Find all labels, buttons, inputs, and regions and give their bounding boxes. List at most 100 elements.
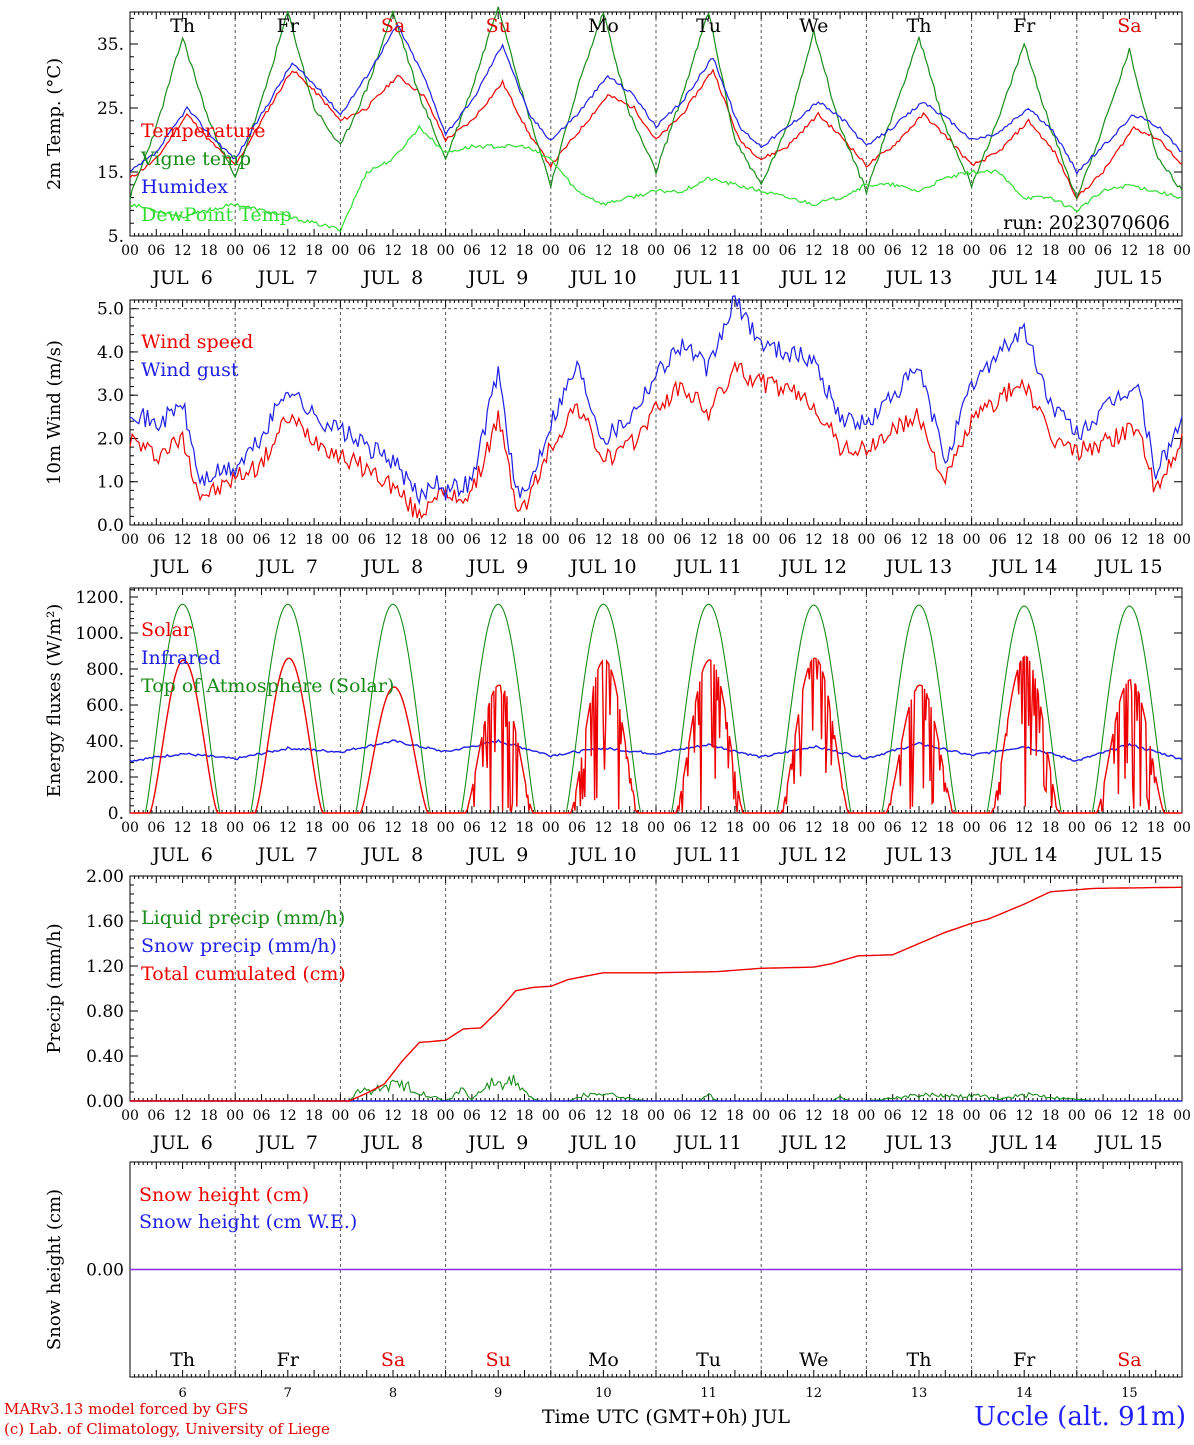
day-label: JUL 13 bbox=[884, 1132, 952, 1154]
legend-entry: Top of Atmosphere (Solar) bbox=[141, 675, 394, 697]
hour-tick-label: 18 bbox=[1147, 243, 1165, 259]
hour-tick-label: 18 bbox=[516, 532, 534, 548]
weekday-label: Th bbox=[907, 1349, 932, 1371]
hour-tick-label: 12 bbox=[910, 243, 928, 259]
y-tick-label: 0.80 bbox=[86, 1002, 124, 1022]
hour-tick-label: 06 bbox=[1094, 820, 1112, 836]
hour-tick-label: 06 bbox=[673, 1108, 691, 1124]
hour-tick-label: 18 bbox=[726, 532, 744, 548]
weekday-label: Fr bbox=[1013, 1349, 1036, 1371]
weekday-label: Mo bbox=[588, 15, 619, 37]
day-label: JUL 11 bbox=[673, 844, 741, 866]
hour-tick-label: 18 bbox=[1042, 1108, 1060, 1124]
hour-tick-label: 18 bbox=[621, 820, 639, 836]
day-number-label: 8 bbox=[389, 1386, 397, 1401]
hour-tick-label: 18 bbox=[516, 820, 534, 836]
hour-tick-label: 18 bbox=[305, 532, 323, 548]
y-tick-label: 35. bbox=[97, 35, 124, 55]
weekday-label: Su bbox=[486, 1349, 511, 1371]
hour-tick-label: 00 bbox=[1173, 532, 1191, 548]
hour-tick-label: 12 bbox=[700, 243, 718, 259]
hour-tick-label: 06 bbox=[358, 820, 376, 836]
legend-entry: Total cumulated (cm) bbox=[141, 963, 346, 985]
hour-tick-label: 00 bbox=[752, 820, 770, 836]
hour-tick-label: 06 bbox=[1094, 1108, 1112, 1124]
hour-tick-label: 18 bbox=[1042, 820, 1060, 836]
hour-tick-label: 18 bbox=[410, 532, 428, 548]
hour-tick-label: 12 bbox=[489, 1108, 507, 1124]
legend-entry: Snow height (cm) bbox=[139, 1184, 309, 1206]
hour-tick-label: 00 bbox=[963, 820, 981, 836]
hour-tick-label: 18 bbox=[410, 243, 428, 259]
hour-tick-label: 18 bbox=[936, 243, 954, 259]
day-label: JUL 8 bbox=[361, 556, 423, 578]
hour-tick-label: 00 bbox=[647, 1108, 665, 1124]
hour-tick-label: 18 bbox=[831, 820, 849, 836]
day-label: JUL 14 bbox=[989, 844, 1057, 866]
hour-tick-label: 00 bbox=[437, 1108, 455, 1124]
y-tick-label: 400. bbox=[86, 732, 124, 752]
panel-5: 0.00 Snow height (cm) Snow height (cm) Snow… bbox=[44, 1161, 1183, 1428]
hour-tick-label: 12 bbox=[910, 532, 928, 548]
run-label: run: 2023070606 bbox=[1003, 212, 1170, 234]
hour-tick-label: 06 bbox=[989, 1108, 1007, 1124]
hour-tick-label: 00 bbox=[226, 820, 244, 836]
hour-tick-label: 00 bbox=[1068, 820, 1086, 836]
day-label: JUL 14 bbox=[989, 267, 1057, 289]
hour-tick-label: 06 bbox=[884, 243, 902, 259]
hour-tick-label: 06 bbox=[779, 1108, 797, 1124]
y-axis-label: Snow height (cm) bbox=[44, 1189, 65, 1350]
hour-tick-label: 06 bbox=[463, 1108, 481, 1124]
y-tick-label: 0.00 bbox=[86, 1261, 124, 1281]
hour-tick-label: 06 bbox=[989, 532, 1007, 548]
hour-tick-label: 06 bbox=[989, 243, 1007, 259]
hour-tick-label: 18 bbox=[936, 820, 954, 836]
hour-tick-label: 00 bbox=[857, 532, 875, 548]
weekday-label: Sa bbox=[1117, 1349, 1141, 1371]
series-line bbox=[130, 886, 1182, 1102]
day-label: JUL 8 bbox=[361, 267, 423, 289]
hour-tick-label: 12 bbox=[279, 532, 297, 548]
hour-tick-label: 18 bbox=[305, 243, 323, 259]
weekday-label: Fr bbox=[277, 15, 300, 37]
hour-tick-label: 06 bbox=[673, 820, 691, 836]
y-tick-label: 600. bbox=[86, 696, 124, 716]
hour-tick-label: 12 bbox=[805, 532, 823, 548]
hour-tick-label: 00 bbox=[857, 243, 875, 259]
series-line bbox=[129, 6, 1183, 201]
hour-tick-label: 12 bbox=[594, 1108, 612, 1124]
hour-tick-label: 00 bbox=[121, 243, 139, 259]
hour-tick-label: 00 bbox=[857, 1108, 875, 1124]
hour-tick-label: 12 bbox=[279, 1108, 297, 1124]
y-tick-label: 1000. bbox=[75, 624, 124, 644]
weekday-label: Mo bbox=[588, 1349, 619, 1371]
hour-tick-label: 12 bbox=[805, 1108, 823, 1124]
hour-tick-label: 18 bbox=[516, 1108, 534, 1124]
hour-tick-label: 06 bbox=[147, 532, 165, 548]
y-tick-label: 25. bbox=[97, 99, 124, 119]
y-axis-label: Energy fluxes (W/m²) bbox=[44, 604, 65, 798]
hour-tick-label: 00 bbox=[1173, 243, 1191, 259]
y-tick-label: 2.00 bbox=[86, 867, 124, 887]
hour-tick-label: 00 bbox=[437, 243, 455, 259]
y-tick-label: 1.0 bbox=[97, 473, 124, 493]
credit-line-2: (c) Lab. of Climatology, University of L… bbox=[4, 1420, 330, 1438]
day-label: JUL 12 bbox=[779, 1132, 847, 1154]
hour-tick-label: 12 bbox=[279, 820, 297, 836]
hour-tick-label: 18 bbox=[1147, 1108, 1165, 1124]
y-tick-label: 200. bbox=[86, 768, 124, 788]
legend-entry: Solar bbox=[141, 619, 193, 641]
hour-tick-label: 12 bbox=[1120, 1108, 1138, 1124]
day-label: JUL 12 bbox=[779, 556, 847, 578]
hour-tick-label: 12 bbox=[384, 532, 402, 548]
day-number-label: 6 bbox=[178, 1386, 186, 1401]
weekday-label: Sa bbox=[1117, 15, 1141, 37]
day-label: JUL 6 bbox=[150, 556, 212, 578]
hour-tick-label: 06 bbox=[147, 1108, 165, 1124]
weekday-label: Sa bbox=[381, 1349, 405, 1371]
hour-tick-label: 00 bbox=[331, 1108, 349, 1124]
legend-entry: Snow height (cm W.E.) bbox=[139, 1211, 357, 1233]
hour-tick-label: 06 bbox=[463, 243, 481, 259]
hour-tick-label: 06 bbox=[884, 1108, 902, 1124]
hour-tick-label: 12 bbox=[174, 243, 192, 259]
